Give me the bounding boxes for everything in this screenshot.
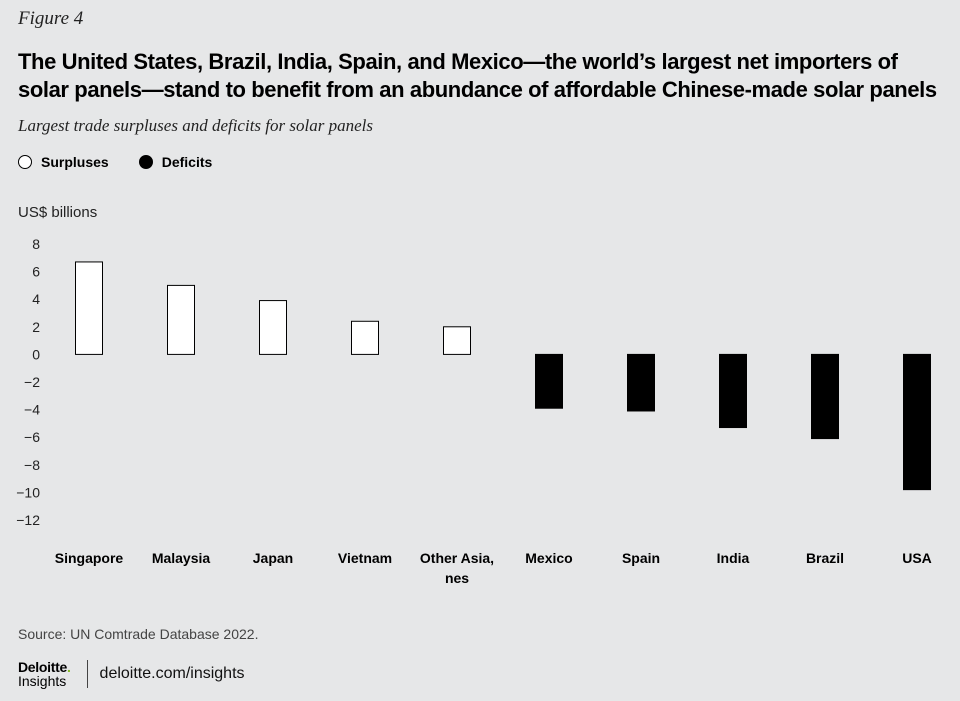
x-category-label: Mexico [525, 550, 572, 566]
legend-item-surpluses: Surpluses [18, 154, 109, 170]
legend-swatch-surpluses [18, 155, 32, 169]
deloitte-insights-logo: Deloitte. Insights [18, 660, 71, 688]
x-category-label: Malaysia [152, 550, 211, 566]
y-tick-label: −4 [24, 402, 40, 418]
logo-main-text: Deloitte [18, 659, 67, 675]
bars [75, 261, 931, 491]
bar [259, 300, 287, 355]
legend-label-deficits: Deficits [161, 154, 213, 170]
y-tick-label: 2 [32, 319, 40, 335]
site-link[interactable]: deloitte.com/insights [99, 665, 245, 682]
legend-item-deficits: Deficits [138, 154, 213, 170]
x-category-label: Brazil [806, 550, 844, 566]
bar [719, 353, 747, 429]
x-category-label: Japan [253, 550, 293, 566]
bar [627, 353, 655, 412]
y-tick-label: 0 [32, 346, 40, 362]
y-tick-label: 8 [32, 236, 40, 252]
bar [811, 353, 839, 440]
y-tick-label: 6 [32, 264, 40, 280]
x-category-label: Vietnam [338, 550, 392, 566]
logo-dot: . [66, 659, 71, 675]
source-note: Source: UN Comtrade Database 2022. [18, 626, 259, 642]
x-category-label: Singapore [55, 550, 124, 566]
y-tick-label: −10 [16, 484, 40, 500]
x-category-label: India [717, 550, 750, 566]
logo-sub-text: Insights [18, 673, 67, 689]
footer-divider [86, 660, 88, 688]
y-tick-label: −12 [16, 512, 40, 528]
y-axis-ticks: 8 6 4 2 0 −2 −4 −6 −8 −10 −12 [16, 236, 40, 528]
bar [75, 261, 103, 355]
legend-label-surpluses: Surpluses [41, 154, 109, 170]
footer: Deloitte. Insights deloitte.com/insights [18, 660, 245, 688]
legend-swatch-deficits [138, 155, 153, 169]
x-category-label: Spain [622, 550, 660, 566]
x-category-label: Other Asia, nes [420, 550, 494, 586]
y-axis-unit-label: US$ billions [18, 204, 98, 221]
bar [443, 326, 471, 355]
bar [351, 320, 379, 355]
y-tick-label: −2 [24, 374, 40, 390]
chart-title: The United States, Brazil, India, Spain,… [18, 49, 937, 102]
chart-legend: Surpluses Deficits [18, 154, 242, 170]
x-axis-labels: Singapore Malaysia Japan Vietnam Other Asia,… [55, 550, 932, 586]
y-tick-label: −6 [24, 429, 40, 445]
x-category-label: USA [902, 550, 932, 566]
figure-label: Figure 4 [18, 8, 84, 29]
bar [903, 353, 931, 491]
chart-subtitle: Largest trade surpluses and deficits for… [18, 116, 373, 135]
y-tick-label: −8 [24, 457, 40, 473]
bar [167, 284, 195, 355]
y-tick-label: 4 [32, 291, 40, 307]
bar [535, 353, 563, 409]
